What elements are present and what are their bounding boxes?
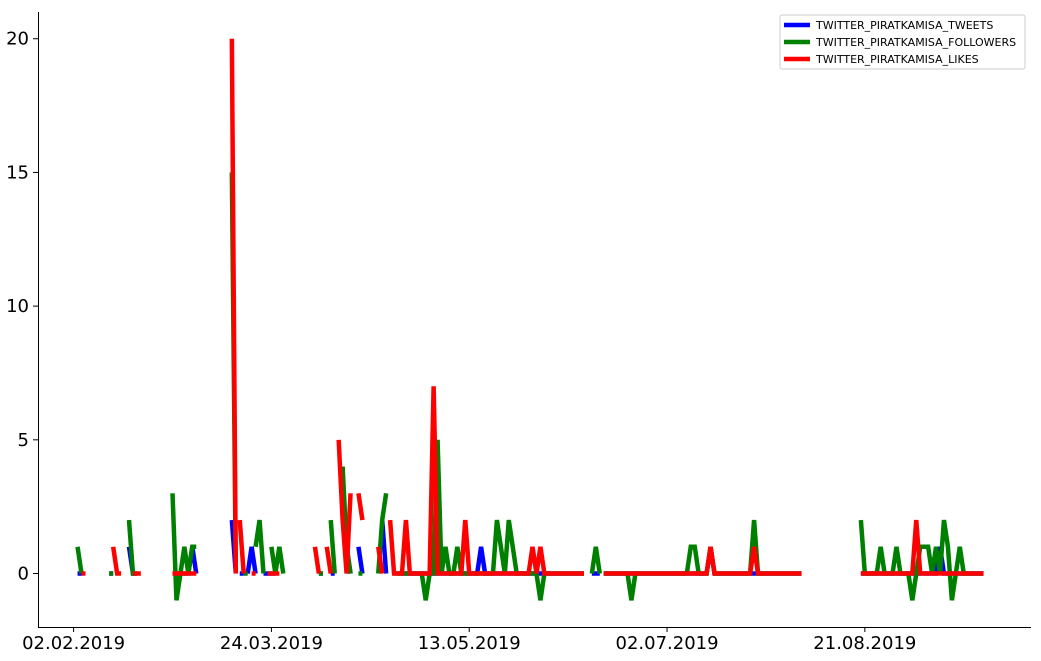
series-line-segment bbox=[603, 546, 802, 576]
series-line-segment bbox=[312, 546, 322, 574]
series-line-segment bbox=[394, 439, 584, 601]
series-2 bbox=[75, 172, 984, 601]
series-line-segment bbox=[170, 493, 197, 601]
x-tick-label: 13.05.2019 bbox=[418, 633, 521, 654]
series-line-segment bbox=[110, 546, 122, 576]
series-line-segment bbox=[356, 492, 365, 521]
series-3 bbox=[81, 38, 984, 576]
y-tick-label: 5 bbox=[18, 430, 29, 451]
y-tick-label: 15 bbox=[6, 162, 29, 183]
x-ticks: 02.02.2019 24.03.2019 13.05.2019 02.07.2019… bbox=[22, 627, 916, 654]
legend-label: TWITTER_PIRATKAMISA_LIKES bbox=[815, 53, 979, 66]
legend-frame bbox=[779, 14, 1026, 70]
legend-label: TWITTER_PIRATKAMISA_TWEETS bbox=[815, 19, 993, 32]
y-tick-label: 10 bbox=[6, 296, 29, 317]
series-line-segment bbox=[245, 546, 258, 574]
series-line-segment bbox=[336, 439, 353, 574]
series-line-segment bbox=[603, 519, 802, 601]
series-line-segment bbox=[356, 546, 365, 574]
series-line-segment bbox=[328, 519, 337, 574]
series-line-segment bbox=[387, 386, 584, 576]
y-ticks: 0 5 10 15 20 bbox=[6, 29, 38, 585]
x-tick-label: 24.03.2019 bbox=[220, 633, 323, 654]
series-line-segment bbox=[126, 519, 137, 576]
x-tick-label: 21.08.2019 bbox=[813, 633, 916, 654]
legend-label: TWITTER_PIRATKAMISA_FOLLOWERS bbox=[815, 36, 1016, 49]
series-line-segment bbox=[860, 519, 984, 576]
series-line-segment bbox=[376, 546, 385, 574]
series-line-segment bbox=[237, 519, 246, 574]
x-tick-label: 02.07.2019 bbox=[616, 633, 719, 654]
series-line-segment bbox=[269, 546, 286, 574]
series-line-segment bbox=[858, 519, 984, 601]
series-line-segment bbox=[253, 519, 266, 574]
series-layer bbox=[75, 38, 984, 601]
legend: TWITTER_PIRATKAMISA_TWEETS TWITTER_PIRATK… bbox=[779, 14, 1026, 70]
x-tick-label: 02.02.2019 bbox=[22, 633, 125, 654]
y-tick-label: 0 bbox=[18, 564, 29, 585]
series-line-segment bbox=[229, 38, 239, 574]
series-line-segment bbox=[398, 546, 584, 576]
axes bbox=[38, 12, 1031, 628]
series-line-segment bbox=[589, 546, 603, 574]
series-line-segment bbox=[603, 546, 802, 576]
series-line-segment bbox=[324, 546, 333, 574]
y-tick-label: 20 bbox=[6, 29, 29, 50]
series-line-segment bbox=[75, 546, 84, 574]
